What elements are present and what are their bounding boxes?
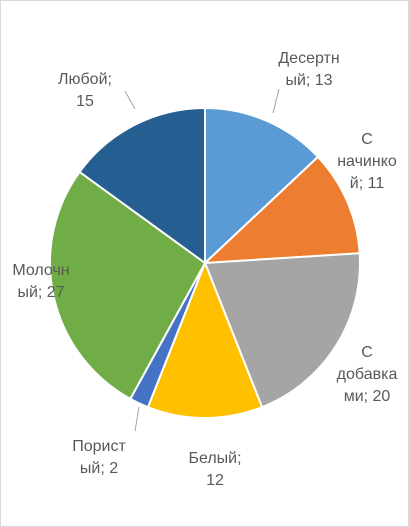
leader-line-любой [124, 90, 136, 110]
data-label-молочный: Молочн ый; 27 [12, 262, 69, 301]
slice-с-начинкой [204, 155, 361, 264]
data-label-пористый: Порист ый; 2 [72, 438, 126, 477]
slice-любой [78, 107, 206, 264]
leader-line-десертный [272, 88, 280, 114]
data-labels: Десертн ый; 13 С начинко й; 11 С добавка ми; 20… [12, 50, 397, 489]
data-label-любой: Любой; 15 [58, 71, 112, 110]
data-label-десертный: Десертн ый; 13 [278, 50, 339, 89]
data-label-line: ми; 20 [344, 388, 391, 405]
data-label-line: ый; 27 [17, 284, 64, 301]
data-label-line: Десертн [278, 50, 339, 67]
data-label-line: Молочн [12, 262, 69, 279]
data-label-line: Любой; [58, 71, 112, 88]
data-label-line: 15 [76, 93, 94, 110]
data-label-line: Белый; [188, 450, 241, 467]
data-label-line: ый; 13 [285, 72, 332, 89]
data-label-line: Порист [72, 438, 126, 455]
data-label-line: й; 11 [350, 175, 385, 192]
data-label-line: 12 [206, 472, 224, 489]
data-label-line: начинко [337, 153, 397, 170]
data-label-line: С [361, 344, 373, 361]
slice-молочный [49, 170, 206, 400]
slice-белый [146, 262, 264, 420]
pie-slices [49, 107, 361, 420]
data-label-line: ый; 2 [80, 460, 118, 477]
slice-с-добавками [204, 252, 361, 409]
slice-десертный [204, 107, 319, 264]
data-label-белый: Белый; 12 [188, 450, 241, 489]
leader-lines [124, 88, 280, 432]
data-label-line: добавка [337, 366, 398, 383]
data-label-line: С [361, 131, 373, 148]
leader-line-пористый [134, 406, 140, 432]
